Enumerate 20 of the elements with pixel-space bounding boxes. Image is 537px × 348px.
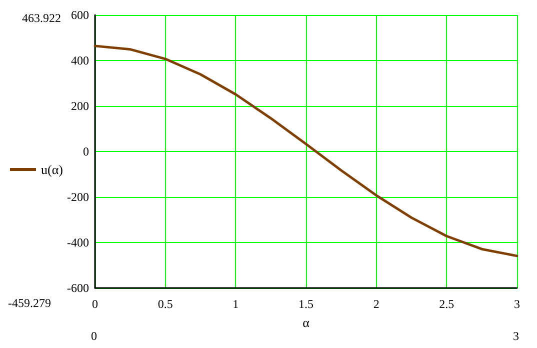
y-tick-label: -200 xyxy=(67,190,89,204)
y-tick-label: 200 xyxy=(71,99,89,113)
x-tick-label: 0.5 xyxy=(158,297,173,311)
x-tick-label: 0 xyxy=(92,297,98,311)
y-tick-label: -600 xyxy=(67,281,89,295)
x-tick-label: 3 xyxy=(514,297,520,311)
line-series xyxy=(94,44,518,258)
y-tick-label: -400 xyxy=(67,236,89,250)
x-tick-label: 1 xyxy=(232,297,239,311)
y-tick-label: 0 xyxy=(83,144,89,158)
legend-label: u(α) xyxy=(41,162,63,177)
text: 463.922 xyxy=(22,11,61,25)
y-tick-label: 600 xyxy=(71,8,89,22)
text: -459.279 xyxy=(8,296,51,310)
text: 3 xyxy=(513,329,519,343)
x-tick-label: 1.5 xyxy=(298,297,314,311)
x-tick-label: 2 xyxy=(373,297,380,311)
y-tick-label: 400 xyxy=(71,54,89,68)
x-axis-title: α xyxy=(302,315,310,330)
x-tick-label: 2.5 xyxy=(439,297,454,311)
